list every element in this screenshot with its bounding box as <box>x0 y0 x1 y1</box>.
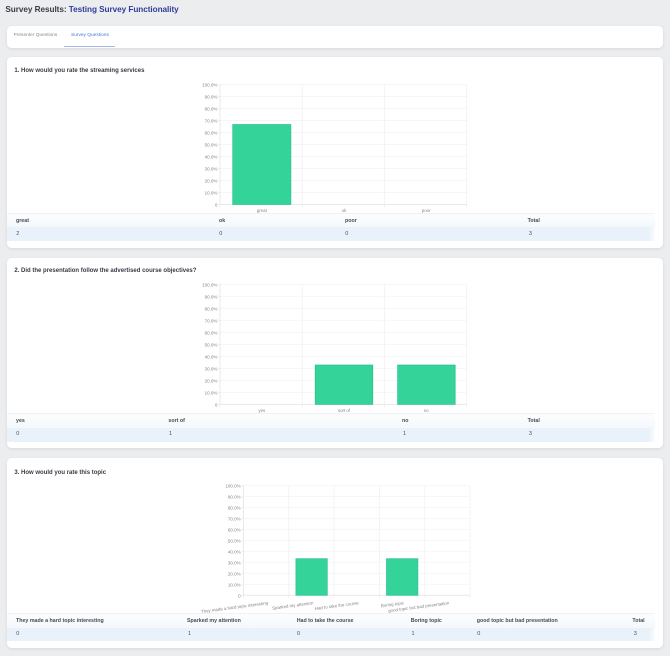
svg-text:10.0%: 10.0% <box>205 391 218 396</box>
svg-text:90.0%: 90.0% <box>205 294 218 299</box>
svg-text:poor: poor <box>422 208 431 213</box>
svg-text:Had to take the course: Had to take the course <box>314 600 359 611</box>
svg-text:60.0%: 60.0% <box>205 330 218 335</box>
svg-text:20.0%: 20.0% <box>205 179 218 184</box>
svg-text:40.0%: 40.0% <box>228 549 241 554</box>
svg-text:80.0%: 80.0% <box>205 306 218 311</box>
svg-text:90.0%: 90.0% <box>205 95 218 100</box>
svg-text:50.0%: 50.0% <box>205 143 218 148</box>
svg-text:Sparked my attention: Sparked my attention <box>272 600 314 610</box>
svg-text:ok: ok <box>342 208 347 213</box>
svg-text:Boring topic: Boring topic <box>381 600 405 608</box>
svg-text:yes: yes <box>258 408 266 413</box>
svg-text:30.0%: 30.0% <box>205 367 218 372</box>
svg-text:70.0%: 70.0% <box>205 119 218 124</box>
svg-text:100.0%: 100.0% <box>202 83 217 88</box>
svg-text:20.0%: 20.0% <box>205 379 218 384</box>
svg-text:50.0%: 50.0% <box>205 343 218 348</box>
svg-text:10.0%: 10.0% <box>205 191 218 196</box>
svg-text:90.0%: 90.0% <box>228 495 241 500</box>
svg-text:sort of: sort of <box>338 408 351 413</box>
svg-text:0: 0 <box>215 403 218 408</box>
svg-text:60.0%: 60.0% <box>228 528 241 533</box>
svg-text:100.0%: 100.0% <box>225 484 240 489</box>
svg-text:80.0%: 80.0% <box>205 107 218 112</box>
svg-text:40.0%: 40.0% <box>205 355 218 360</box>
svg-text:30.0%: 30.0% <box>228 560 241 565</box>
svg-text:50.0%: 50.0% <box>228 538 241 543</box>
svg-text:0: 0 <box>238 593 241 598</box>
svg-text:70.0%: 70.0% <box>228 517 241 522</box>
svg-text:70.0%: 70.0% <box>205 318 218 323</box>
svg-text:0: 0 <box>215 203 218 208</box>
svg-text:60.0%: 60.0% <box>205 131 218 136</box>
svg-text:great: great <box>257 208 268 213</box>
svg-text:no: no <box>424 408 429 413</box>
svg-text:100.0%: 100.0% <box>202 282 217 287</box>
svg-text:10.0%: 10.0% <box>228 582 241 587</box>
svg-text:20.0%: 20.0% <box>228 571 241 576</box>
svg-text:They made a hard topic interes: They made a hard topic interesting <box>201 600 269 614</box>
svg-text:30.0%: 30.0% <box>205 167 218 172</box>
svg-text:40.0%: 40.0% <box>205 155 218 160</box>
svg-text:80.0%: 80.0% <box>228 506 241 511</box>
